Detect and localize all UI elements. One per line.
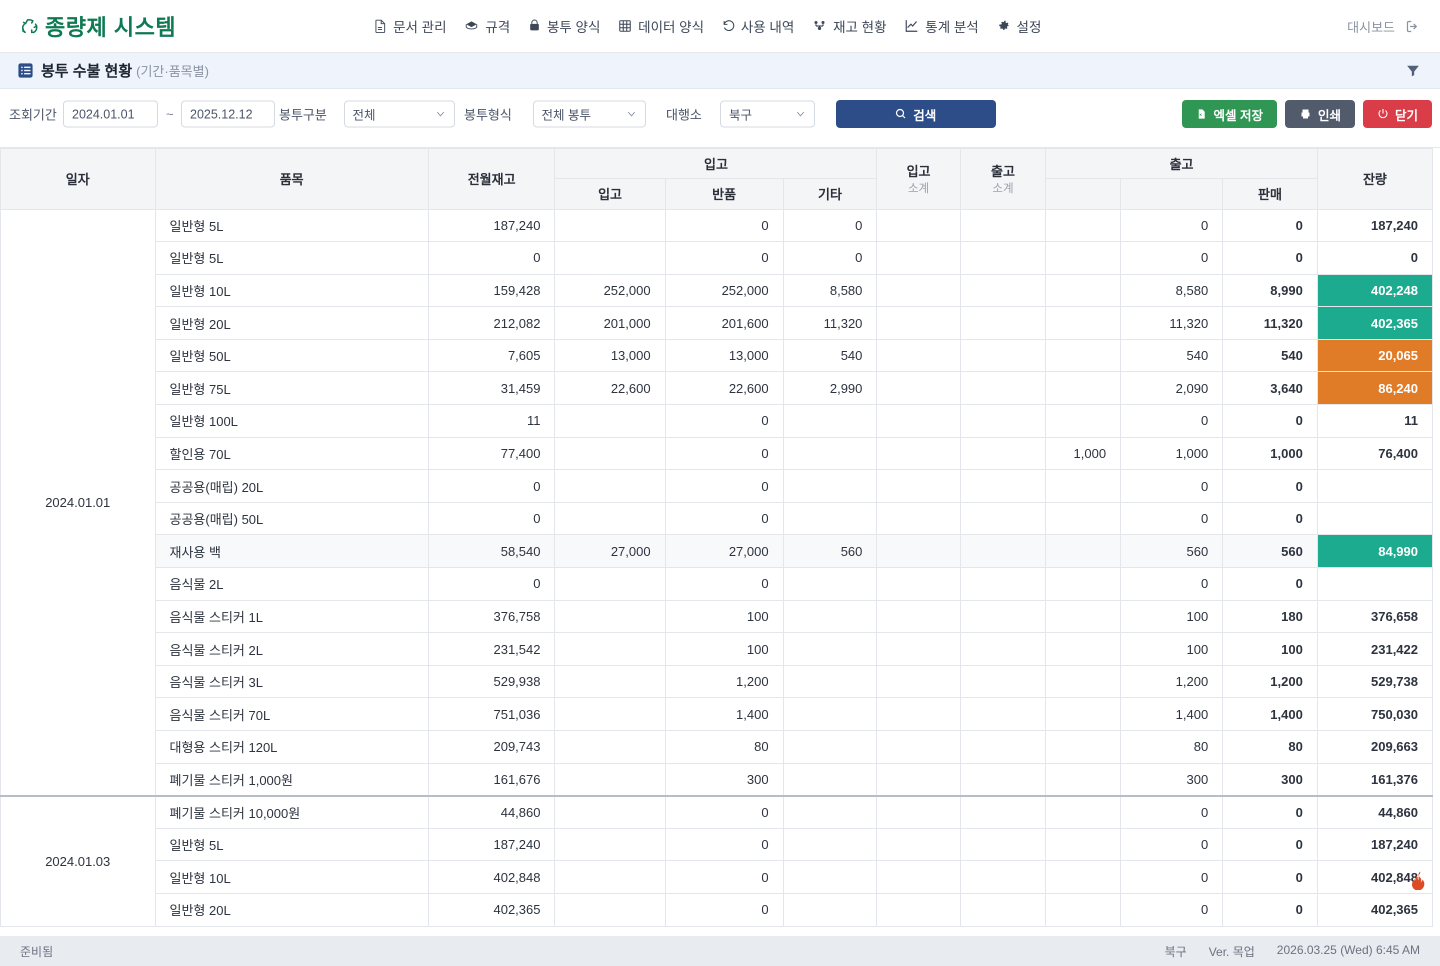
svg-text:X: X [1200, 112, 1203, 117]
